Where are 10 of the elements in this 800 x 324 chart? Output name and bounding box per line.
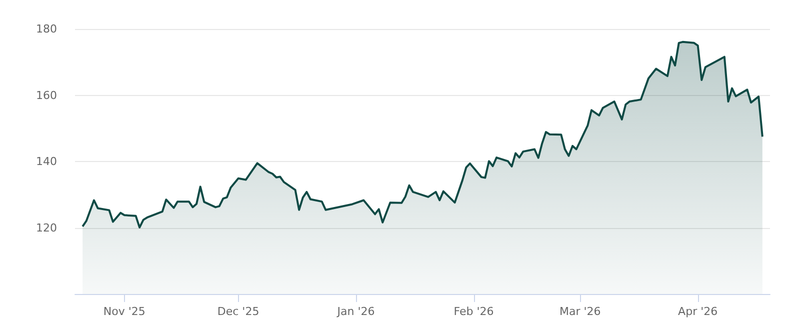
x-tick-label: Apr '26 bbox=[678, 305, 718, 318]
x-tick-label: Dec '25 bbox=[217, 305, 260, 318]
y-tick-label: 120 bbox=[36, 221, 57, 234]
x-tick-label: Mar '26 bbox=[559, 305, 601, 318]
x-tick-label: Feb '26 bbox=[454, 305, 494, 318]
x-tick-label: Nov '25 bbox=[103, 305, 146, 318]
y-tick-label: 180 bbox=[36, 22, 57, 36]
y-tick-label: 140 bbox=[36, 155, 57, 168]
y-tick-label: 160 bbox=[36, 88, 57, 102]
x-tick-label: Jan '26 bbox=[336, 305, 375, 318]
